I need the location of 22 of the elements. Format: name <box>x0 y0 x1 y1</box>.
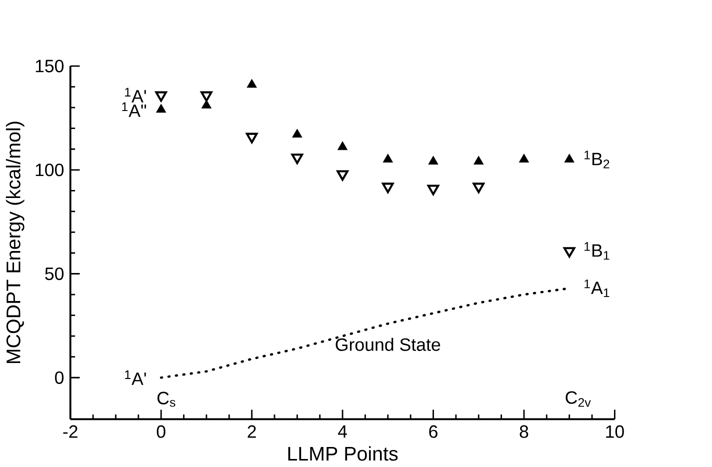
x-tick-label: 4 <box>338 425 347 438</box>
x-axis-title: LLMP Points <box>288 446 398 461</box>
x-tick-label: 0 <box>156 425 166 438</box>
annotation: $^{1}$A' <box>125 370 146 386</box>
annotation: $^{1}$A' <box>125 88 146 103</box>
y-tick-label: 100 <box>36 164 64 176</box>
x-tick-label: 6 <box>429 425 438 438</box>
annotation: Ground State <box>336 338 440 352</box>
y-tick-label: 0 <box>55 371 64 384</box>
y-tick-label: 150 <box>36 60 64 73</box>
annotation: $^{1}$B$_{2}$ <box>584 150 610 168</box>
annotation: C$_{2v}$ <box>566 391 591 407</box>
y-axis-title: MCQDPT Energy (kcal/mol) <box>6 122 24 364</box>
annotation: $^{1}$A$_{1}$ <box>584 280 610 298</box>
x-tick-label: 10 <box>606 425 624 438</box>
annotation: C$_{s}$ <box>157 392 176 407</box>
annotation: $^{1}$A" <box>122 102 146 118</box>
x-tick-label: 8 <box>520 425 528 438</box>
x-tick-label: 2 <box>248 425 256 438</box>
y-tick-label: 50 <box>45 268 64 280</box>
x-tick-label: -2 <box>63 425 78 438</box>
annotation: $^{1}$B$_{1}$ <box>584 242 610 260</box>
